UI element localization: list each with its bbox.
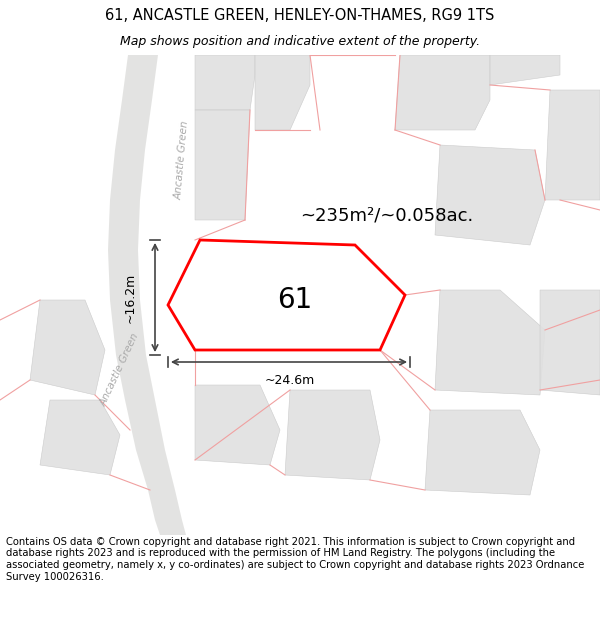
Polygon shape <box>108 55 186 535</box>
Polygon shape <box>490 55 560 85</box>
Text: Ancastle Green: Ancastle Green <box>173 120 190 200</box>
Polygon shape <box>435 145 545 245</box>
Text: Contains OS data © Crown copyright and database right 2021. This information is : Contains OS data © Crown copyright and d… <box>6 537 584 582</box>
Polygon shape <box>40 400 120 475</box>
Polygon shape <box>195 55 255 110</box>
Polygon shape <box>195 110 250 220</box>
Polygon shape <box>30 300 105 395</box>
Polygon shape <box>435 290 545 395</box>
Polygon shape <box>255 55 310 130</box>
Text: Ancastle Green: Ancastle Green <box>98 332 142 408</box>
Text: 61: 61 <box>277 286 313 314</box>
Text: Map shows position and indicative extent of the property.: Map shows position and indicative extent… <box>120 35 480 48</box>
Text: ~16.2m: ~16.2m <box>124 273 137 323</box>
Polygon shape <box>425 410 540 495</box>
Polygon shape <box>540 290 600 395</box>
Polygon shape <box>545 90 600 200</box>
Polygon shape <box>195 385 280 465</box>
Polygon shape <box>285 390 380 480</box>
Text: ~235m²/~0.058ac.: ~235m²/~0.058ac. <box>300 206 473 224</box>
Text: 61, ANCASTLE GREEN, HENLEY-ON-THAMES, RG9 1TS: 61, ANCASTLE GREEN, HENLEY-ON-THAMES, RG… <box>106 8 494 23</box>
Text: ~24.6m: ~24.6m <box>265 374 315 386</box>
Polygon shape <box>168 240 405 350</box>
Polygon shape <box>395 55 490 130</box>
